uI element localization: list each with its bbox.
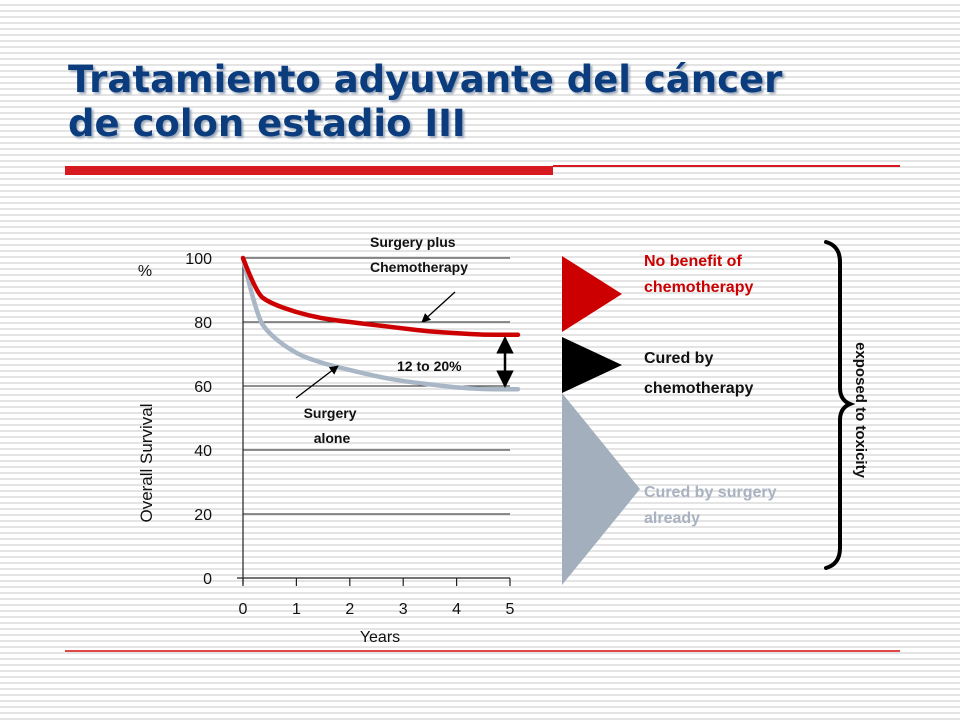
cured-surgery-label-line1: Cured by surgery <box>644 484 777 501</box>
x-tick-label: 0 <box>239 601 248 618</box>
y-tick-label: 20 <box>194 507 212 524</box>
series-label-chemo-line1: Surgery plus <box>370 234 456 250</box>
cured-chemo-triangle <box>562 337 622 393</box>
pointer-arrow-chemo <box>421 291 456 323</box>
y-tick-label: 0 <box>203 571 212 588</box>
no-benefit-triangle <box>562 256 622 332</box>
y-tick-label: 40 <box>194 443 212 460</box>
x-tick-label: 3 <box>399 601 408 618</box>
title-rule-line <box>553 165 900 167</box>
cured-surgery-triangle <box>562 393 640 585</box>
y-unit-label: % <box>138 263 152 280</box>
chart-gridlines <box>243 257 510 579</box>
toxicity-brace <box>824 240 856 570</box>
chart-axes <box>237 258 511 586</box>
y-tick-label: 80 <box>194 315 212 332</box>
pointer-arrow-surgery <box>295 365 339 399</box>
x-axis-title: Years <box>360 629 400 646</box>
x-tick-label: 1 <box>292 601 301 618</box>
cured-chemo-label-line2: chemotherapy <box>644 380 753 397</box>
y-tick-label: 100 <box>185 251 212 268</box>
slide-title-line1: Tratamiento adyuvante del cáncer <box>68 58 783 101</box>
no-benefit-label-line1: No benefit of <box>644 253 742 270</box>
chart-tick-labels: 0 20 40 60 80 100 0 1 2 3 4 5 <box>185 251 514 618</box>
title-underline-bar <box>65 166 553 175</box>
cured-surgery-label-line2: already <box>644 510 700 527</box>
toxicity-label: exposed to toxicity <box>852 342 869 479</box>
series-label-surgery: Surgery alone <box>304 405 361 446</box>
no-benefit-label: No benefit of chemotherapy <box>644 253 753 296</box>
series-label-surgery-line1: Surgery <box>304 405 357 421</box>
series-line-surgery-alone <box>240 255 521 392</box>
series-label-chemo: Surgery plus Chemotherapy <box>370 234 468 275</box>
no-benefit-label-line2: chemotherapy <box>644 279 753 296</box>
slide-title: Tratamiento adyuvante del cáncer de colo… <box>68 58 782 146</box>
series-line-surgery-plus-chemo <box>240 255 521 338</box>
series-label-chemo-line2: Chemotherapy <box>370 259 468 275</box>
x-tick-label: 5 <box>506 601 515 618</box>
footer-rule-line <box>65 650 900 652</box>
x-tick-label: 2 <box>345 601 354 618</box>
y-axis-title: Overall Survival <box>137 403 156 522</box>
cured-chemo-label: Cured by chemotherapy <box>644 350 753 397</box>
slide-title-line2: de colon estadio III <box>68 102 466 145</box>
difference-label: 12 to 20% <box>397 358 462 374</box>
cured-surgery-label: Cured by surgery already <box>644 484 781 527</box>
chart-series <box>240 255 521 392</box>
series-label-surgery-line2: alone <box>314 430 351 446</box>
y-tick-label: 60 <box>194 379 212 396</box>
x-tick-label: 4 <box>452 601 461 618</box>
cured-chemo-label-line1: Cured by <box>644 350 713 367</box>
